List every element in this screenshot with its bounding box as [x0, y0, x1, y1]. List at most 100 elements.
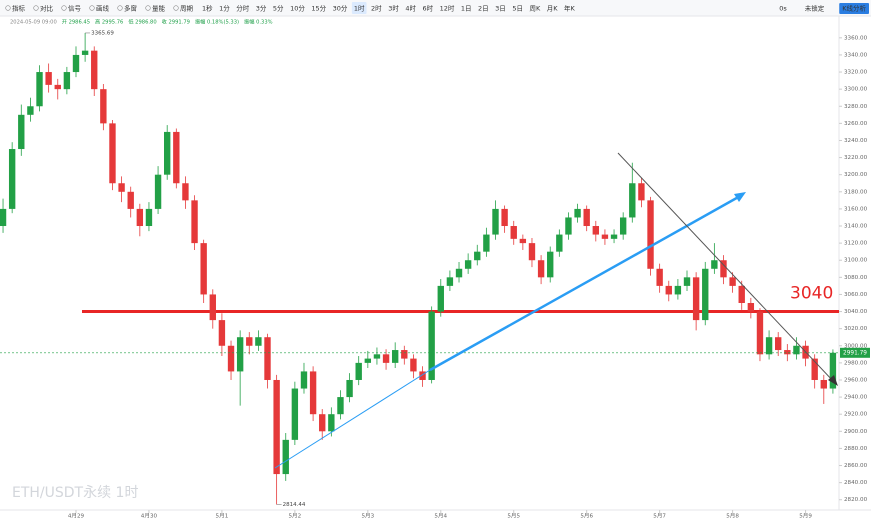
candle-body	[54, 84, 61, 90]
period-button[interactable]: 6时	[422, 4, 433, 13]
candle-body	[784, 350, 791, 355]
period-button[interactable]: 15分	[311, 4, 326, 13]
x-tick-label: 5月4	[434, 513, 447, 520]
x-tick-label: 5月3	[361, 513, 374, 520]
period-button[interactable]: 周K	[529, 5, 541, 13]
toolbar-right[interactable]: 0s	[779, 5, 787, 13]
x-tick-label: 4月30	[141, 513, 158, 520]
candle-body	[18, 114, 25, 150]
ohlc-info: 开 2986.45	[62, 19, 90, 26]
period-button[interactable]: 3分	[256, 4, 267, 13]
candle-body	[702, 268, 709, 321]
y-tick-label: 3300.00	[844, 87, 868, 93]
candle-body	[692, 277, 700, 321]
period-button[interactable]: 3时	[388, 4, 399, 13]
period-button[interactable]: 1时	[354, 4, 365, 13]
tool-button[interactable]: 周期	[180, 5, 194, 13]
period-button[interactable]: 5分	[273, 4, 284, 13]
y-tick-label: 2940.00	[844, 395, 868, 401]
period-button[interactable]: 4时	[405, 4, 416, 13]
candle-body	[601, 234, 609, 239]
period-button[interactable]: 2日	[478, 5, 489, 13]
tool-button[interactable]: 量能	[152, 4, 166, 13]
tool-button[interactable]: 信号	[68, 4, 82, 13]
candle-body	[391, 350, 399, 363]
period-button[interactable]: 年K	[564, 4, 576, 13]
candle-body	[81, 50, 89, 55]
period-button[interactable]: 1日	[461, 5, 472, 13]
last-price-tag	[840, 347, 870, 358]
ohlc-info: 振幅 0.33%	[244, 18, 273, 26]
y-tick-label: 2840.00	[844, 480, 868, 486]
candle-body	[455, 268, 463, 278]
candle-body	[373, 354, 381, 359]
candle-body	[519, 238, 527, 244]
trend-line[interactable]	[429, 193, 743, 372]
x-tick-label: 5月9	[799, 513, 812, 520]
candle-body	[683, 277, 691, 286]
toolbar-right[interactable]: K线分析	[842, 4, 866, 13]
tool-button[interactable]: 指标	[12, 4, 26, 13]
trend-line[interactable]	[274, 369, 431, 469]
candle-body	[565, 217, 572, 235]
period-button[interactable]: 分时	[236, 4, 250, 13]
period-button[interactable]: 12时	[440, 4, 455, 13]
period-button[interactable]: 1秒	[202, 4, 213, 13]
tool-icon	[61, 5, 67, 11]
tool-button[interactable]: 多窗	[124, 4, 137, 13]
period-button[interactable]: 10分	[290, 4, 305, 13]
candle-body	[820, 379, 827, 389]
candle-body	[483, 234, 490, 252]
x-tick-label: 5月6	[580, 513, 593, 520]
trend-line[interactable]	[617, 152, 835, 383]
candle-body	[136, 208, 144, 227]
toolbar-bg	[0, 0, 871, 16]
period-button[interactable]: 月K	[547, 5, 559, 13]
period-button[interactable]: 5日	[512, 5, 523, 13]
low-label: 2814.44	[283, 502, 306, 508]
x-tick-label: 4月29	[68, 513, 85, 520]
tool-button[interactable]: 画线	[96, 4, 110, 13]
ohlc-info: 低 2986.80	[128, 18, 156, 26]
candle-body	[528, 243, 536, 261]
y-tick-label: 2860.00	[844, 463, 868, 469]
candle-body	[63, 72, 71, 90]
x-tick-label: 5月2	[289, 513, 302, 520]
y-tick-label: 3000.00	[844, 343, 868, 349]
period-button[interactable]: 1分	[219, 4, 230, 13]
candle-body	[765, 337, 773, 355]
ohlc-info: 2024-05-09 09:00	[10, 20, 57, 26]
candle-body	[154, 174, 162, 209]
period-button[interactable]: 30分	[333, 4, 348, 13]
arrow-head	[734, 192, 746, 202]
candle-body	[118, 183, 125, 192]
candle-body	[0, 208, 7, 227]
candle-body	[492, 208, 499, 235]
candle-body	[574, 208, 581, 218]
tool-button[interactable]: 对比	[40, 4, 54, 13]
y-tick-label: 3340.00	[844, 52, 868, 58]
watermark: ETH/USDT永续 1时	[12, 484, 138, 501]
candle-body	[720, 260, 727, 278]
tool-icon	[89, 5, 95, 11]
y-tick-label: 3200.00	[844, 172, 868, 178]
period-button[interactable]: 2时	[371, 4, 382, 13]
candle-body	[756, 311, 764, 355]
period-button[interactable]: 3日	[495, 5, 506, 13]
candle-body	[45, 72, 52, 85]
toolbar-right[interactable]: 未锁定	[805, 4, 825, 13]
candle-body	[793, 345, 800, 355]
candle-body	[547, 251, 554, 278]
candle-body	[811, 358, 818, 380]
candle-body	[419, 371, 426, 380]
candle-body	[829, 352, 837, 389]
candle-body	[428, 311, 435, 380]
tool-icon	[5, 5, 11, 11]
candle-body	[501, 208, 508, 227]
candle-body	[437, 285, 444, 312]
candle-body	[738, 285, 745, 303]
candle-body	[246, 337, 253, 346]
candle-body	[227, 345, 235, 372]
candle-body	[282, 439, 289, 475]
